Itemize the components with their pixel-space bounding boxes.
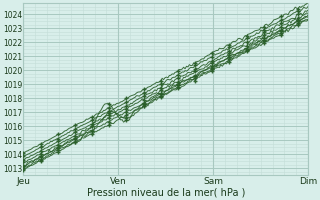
X-axis label: Pression niveau de la mer( hPa ): Pression niveau de la mer( hPa ) <box>87 187 245 197</box>
